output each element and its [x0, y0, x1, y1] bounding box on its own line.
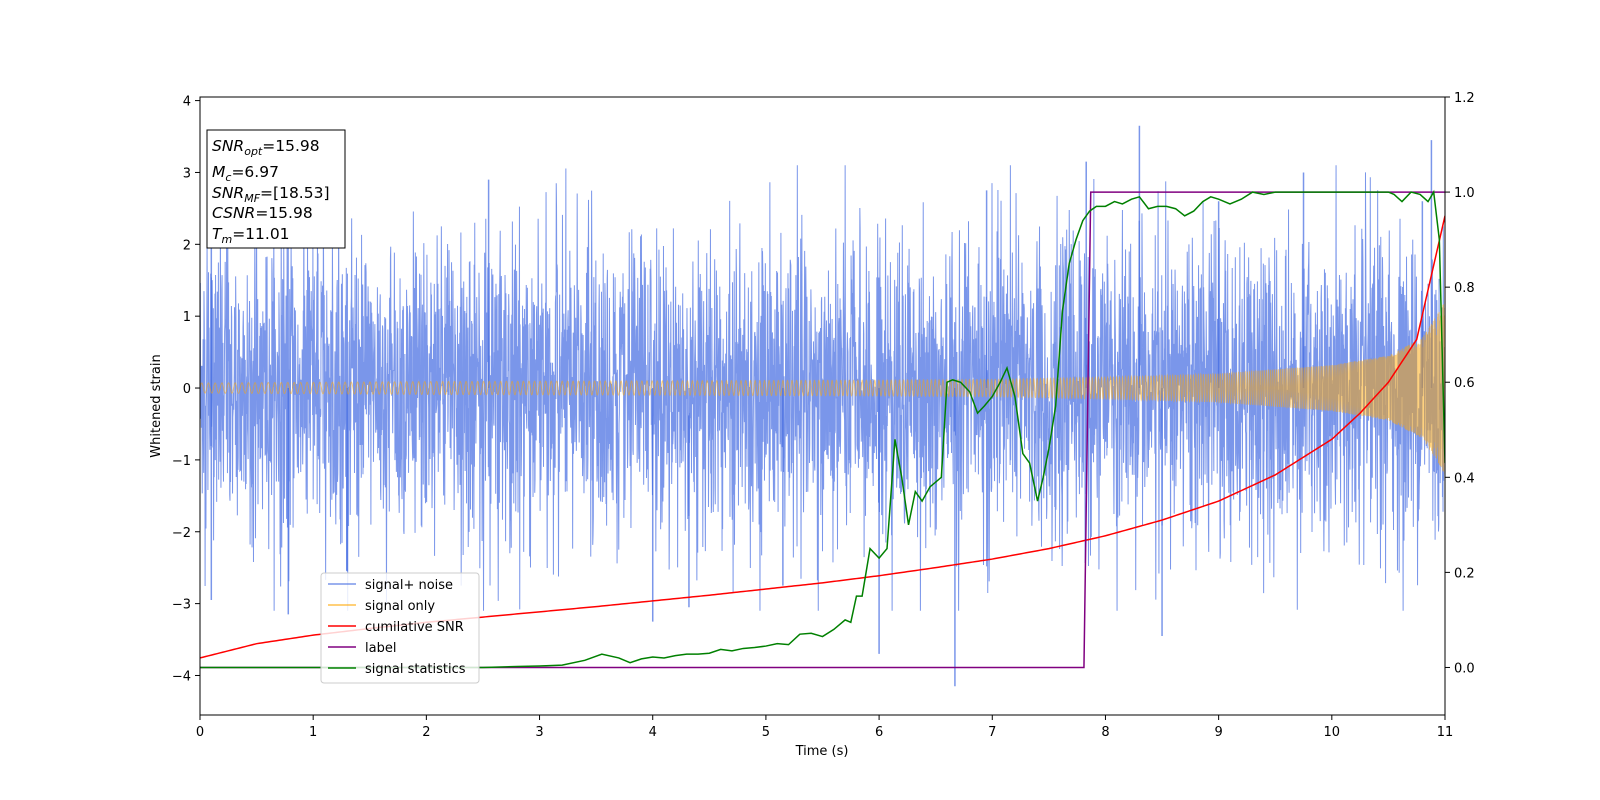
x-tick-label: 9 [1214, 725, 1222, 740]
info-box: SNRopt=15.98 Mc=6.97 SNRMF=[18.53] CSNR=… [206, 129, 346, 249]
info-snr-mf-base: SNR [212, 184, 244, 202]
y-left-tick-label: −1 [172, 454, 191, 469]
x-tick-label: 5 [762, 725, 770, 740]
y-right-tick-label: 1.2 [1454, 91, 1475, 106]
x-axis-label: Time (s) [795, 744, 849, 759]
x-tick-label: 8 [1101, 725, 1109, 740]
series-label [200, 191, 1445, 669]
y-left-tick-label: −2 [172, 526, 191, 541]
info-mc-base: M [212, 163, 225, 181]
y-axis-label: Whitened strain [149, 354, 164, 457]
info-tm: Tm=11.01 [212, 225, 290, 246]
info-csnr-base: CSNR [212, 204, 255, 222]
y-right-tick-label: 0.6 [1454, 376, 1475, 391]
info-csnr-value: =15.98 [255, 204, 312, 222]
info-tm-value: =11.01 [232, 225, 289, 243]
y-right-tick-label: 0.2 [1454, 566, 1475, 581]
y-left-tick-label: −4 [172, 669, 191, 684]
info-mc: Mc=6.97 [212, 163, 279, 184]
series-signal-noise-peaks [210, 125, 1433, 687]
legend-label: signal+ noise [365, 578, 453, 593]
y-left-tick-label: 1 [183, 310, 191, 325]
x-tick-label: 10 [1324, 725, 1341, 740]
info-snr-mf: SNRMF=[18.53] [212, 184, 330, 205]
x-tick-label: 4 [649, 725, 657, 740]
info-box-frame [206, 129, 346, 249]
legend-label: signal statistics [365, 662, 466, 677]
series-signal-statistics [200, 189, 1445, 669]
legend-label: label [365, 641, 396, 656]
info-mc-value: =6.97 [231, 163, 279, 181]
axis-ticks: 0 1 2 3 4 5 6 7 8 9 10 11 −4 −3 −2 −1 0 1 2 3 4 0.0 0.2 0.4 0.6 0… [172, 91, 1475, 740]
y-right-tick-label: 0.8 [1454, 281, 1475, 296]
info-snr-opt-value: =15.98 [262, 137, 319, 155]
y-left-tick-label: 2 [183, 238, 191, 253]
legend: signal+ noise signal only cumilative SNR la… [320, 572, 480, 684]
info-csnr: CSNR=15.98 [212, 204, 313, 222]
x-tick-label: 1 [309, 725, 317, 740]
info-snr-mf-sub: MF [244, 192, 260, 205]
info-snr-opt: SNRopt=15.98 [212, 137, 320, 158]
info-snr-opt-base: SNR [212, 137, 244, 155]
legend-label: cumilative SNR [365, 620, 464, 635]
y-left-tick-label: 0 [183, 382, 191, 397]
y-left-tick-label: 3 [183, 166, 191, 181]
legend-label: signal only [365, 599, 435, 614]
y-left-tick-label: −3 [172, 598, 191, 613]
x-tick-label: 3 [535, 725, 543, 740]
x-tick-label: 7 [988, 725, 996, 740]
series-signal-only [200, 304, 1445, 474]
x-tick-label: 0 [196, 725, 204, 740]
x-tick-label: 2 [422, 725, 430, 740]
y-right-tick-label: 0.4 [1454, 471, 1475, 486]
info-tm-sub: m [221, 233, 232, 246]
plot-area [200, 125, 1445, 687]
y-left-tick-label: 4 [183, 95, 191, 110]
y-right-tick-label: 0.0 [1454, 661, 1475, 676]
plot-frame [199, 96, 1446, 716]
info-snr-opt-sub: opt [244, 145, 263, 158]
info-mc-sub: c [225, 171, 231, 184]
series-signal-noise [200, 165, 1445, 611]
y-right-tick-label: 1.0 [1454, 186, 1475, 201]
x-tick-label: 11 [1437, 725, 1454, 740]
legend-frame [320, 572, 480, 684]
info-tm-base: T [212, 225, 223, 243]
info-snr-mf-value: =[18.53] [260, 184, 329, 202]
x-tick-label: 6 [875, 725, 883, 740]
